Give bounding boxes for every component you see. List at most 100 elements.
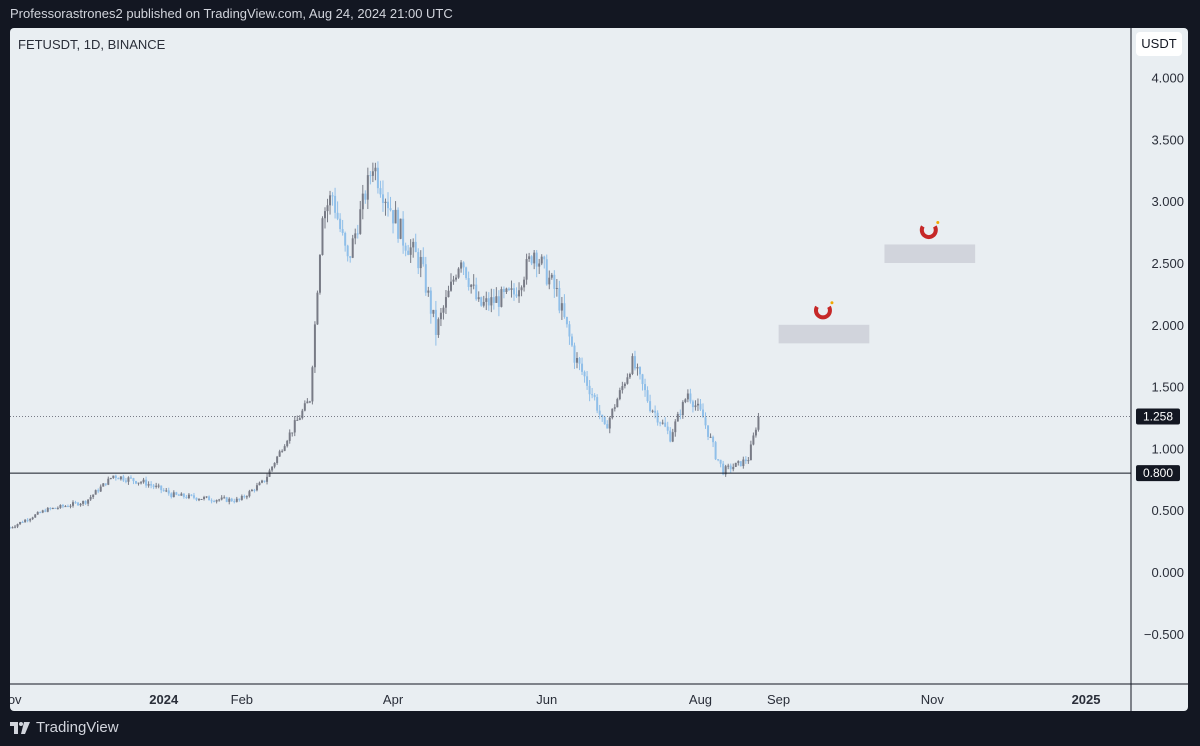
candle-body [505,288,508,292]
candle-body [51,507,54,509]
candle-body [190,494,193,496]
candle-body [165,490,168,492]
candle-body [429,290,432,314]
candle-body [238,498,241,500]
candle-body [737,461,740,463]
candle-body [137,482,140,484]
candle-body [135,481,137,484]
candle-body [576,357,578,363]
candle-body [213,501,216,503]
candle-body [258,482,261,486]
candle-body [606,424,609,429]
tradingview-logo-icon [10,722,30,734]
candle-body [709,436,712,438]
candle-body [233,501,236,503]
x-tick-label: 2025 [1072,692,1101,707]
candle-body [230,498,233,502]
target-zone[interactable] [778,324,870,344]
candle-body [754,429,757,436]
candle-body [371,171,374,176]
candle-body [462,262,465,268]
candle-body [470,284,473,287]
candle-body [329,195,332,206]
candle-body [195,497,198,500]
candle-body [626,377,629,384]
candle-body [366,175,369,200]
candle-body [288,432,291,441]
candle-body [696,403,699,406]
candle-body [679,413,682,416]
candle-body [177,494,180,496]
candle-body [215,500,218,502]
candle-body [31,517,34,520]
candle-body [99,486,102,492]
candle-body [336,212,339,219]
candle-body [596,397,599,411]
candle-body [379,188,382,195]
candle-body [11,527,14,529]
candle-body [523,279,526,288]
candle-body [218,499,221,501]
candle-body [354,233,357,239]
candle-body [591,394,594,396]
y-tick-label: 1.000 [1151,441,1184,456]
candle-body [291,432,294,434]
candle-body [341,229,344,233]
candle-body [676,413,679,422]
candle-body [114,475,117,478]
candle-body [618,390,621,400]
candle-body [656,412,659,423]
candle-body [276,456,279,463]
candle-body [744,459,747,462]
chart-panel[interactable]: 4.000 3.500 3.000 2.500 2.000 1.500 1.000 0.500… [10,28,1188,711]
candle-body [283,446,286,451]
candle-body [182,493,185,497]
candle-body [487,298,490,306]
currency-selector[interactable]: USDT [1136,32,1182,56]
candle-body [520,287,523,291]
candle-body [712,436,715,443]
candle-body [273,462,276,467]
candle-body [419,256,422,269]
candle-body [376,167,379,189]
target-zone[interactable] [884,244,976,263]
candle-body [543,256,546,260]
candle-body [107,478,110,485]
candle-body [293,420,296,433]
candle-body [739,461,742,467]
candle-body [437,319,440,335]
candle-body [427,290,430,293]
candle-body [727,465,730,467]
candle-body [654,410,657,413]
x-tick-label: 2024 [149,692,179,707]
candle-body [722,463,725,475]
candle-body [356,233,359,235]
candle-body [734,462,737,467]
candle-body [326,205,329,212]
candle-body [633,356,636,369]
candle-body [175,492,178,495]
candle-body [613,407,616,409]
candle-body [223,497,226,499]
candle-body [513,288,515,295]
candle-body [442,307,445,313]
candle-body [200,498,203,500]
candle-body [142,479,145,483]
candle-body [263,480,266,482]
candle-body [414,241,417,253]
candle-body [321,218,324,255]
price-chart[interactable]: 4.000 3.500 3.000 2.500 2.000 1.500 1.000 0.500… [10,28,1188,711]
candle-body [339,218,342,230]
candle-body [570,336,573,346]
candle-body [719,459,722,464]
candle-body [422,256,425,265]
candle-body [364,193,367,200]
y-tick-label: 3.500 [1151,132,1184,147]
candle-body [495,296,498,303]
candle-body [122,476,125,481]
candle-body [409,247,412,255]
candle-body [346,245,349,257]
candle-body [646,390,649,402]
candle-body [545,259,548,285]
candle-body [170,493,173,498]
